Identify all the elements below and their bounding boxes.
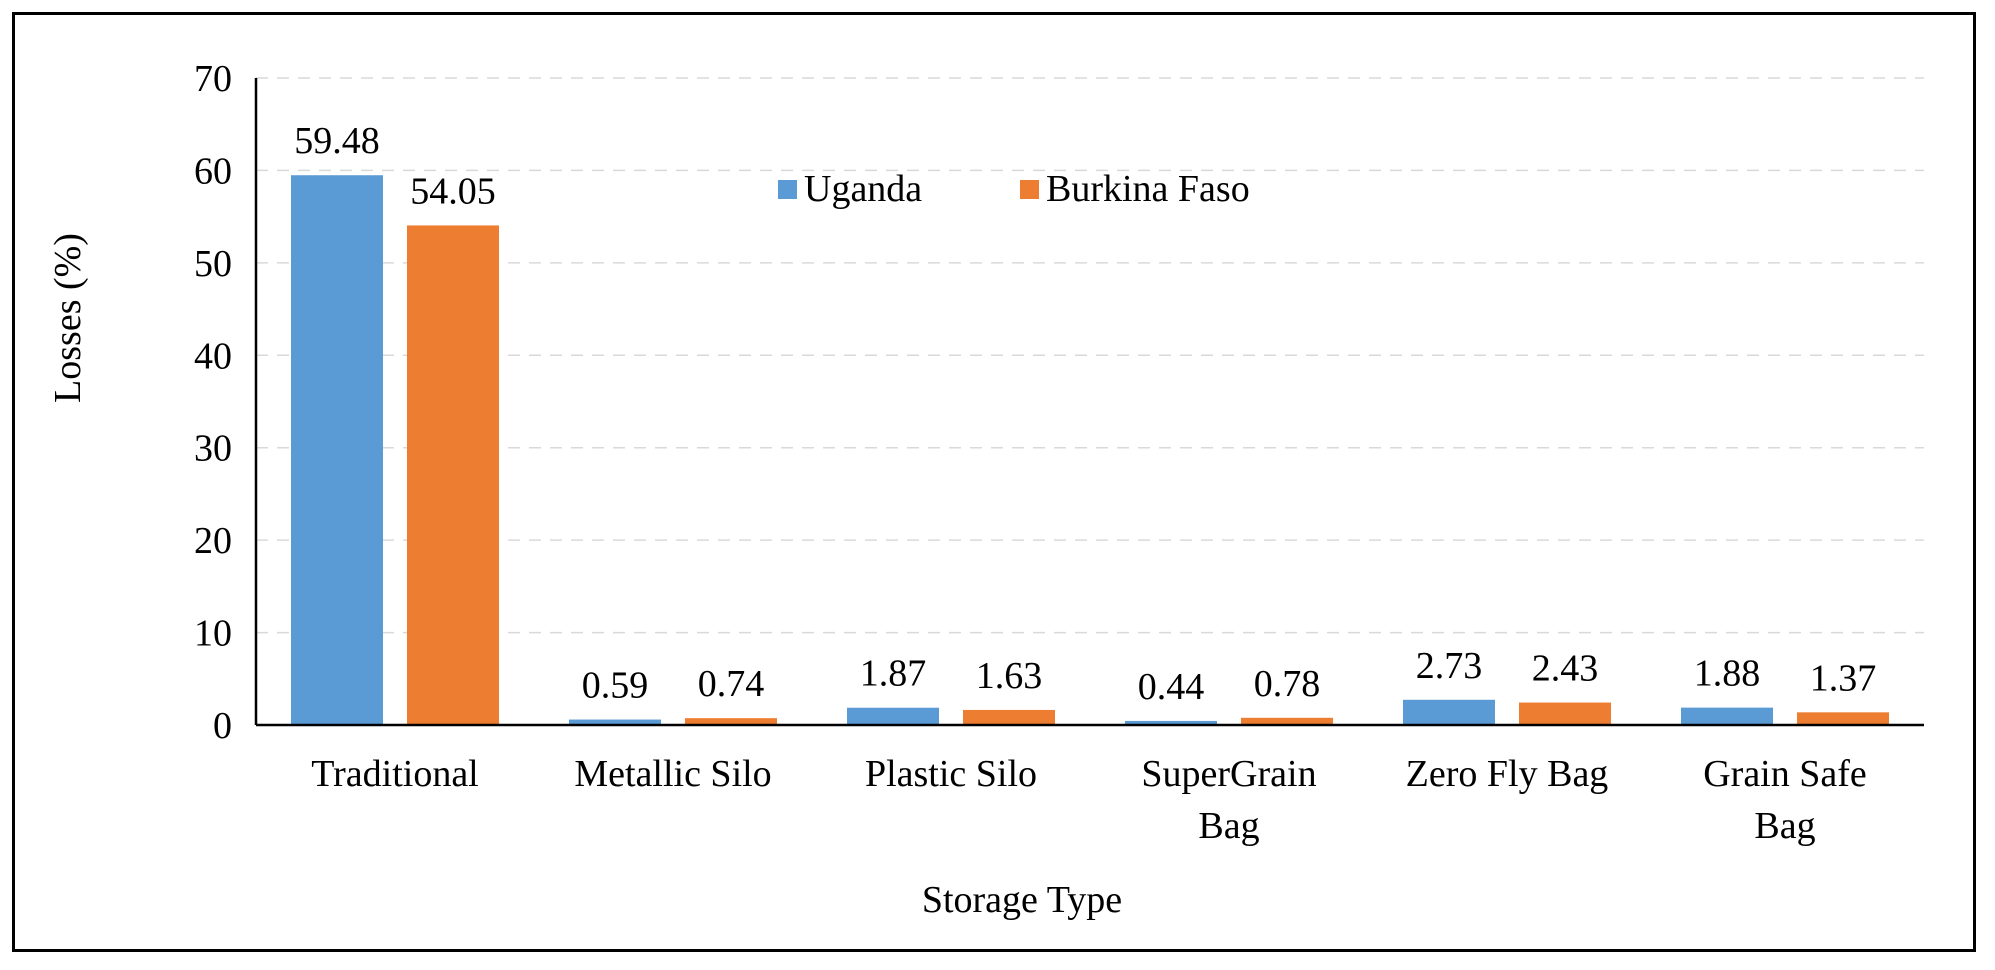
y-tick-label: 70 [194,58,232,100]
bar-burkina-faso-metallic-silo [685,718,777,725]
x-tick-labels: Traditional Metallic Silo Plastic Silo Supe… [311,753,1867,847]
legend: Uganda Burkina Faso [778,168,1250,210]
bar-burkina-faso-supergrain-bag [1241,717,1333,725]
y-tick-label: 50 [194,243,232,285]
bar-uganda-metallic-silo [569,719,661,725]
gridlines [256,77,1924,634]
bar-uganda-plastic-silo [847,707,939,725]
axes [254,78,1924,727]
legend-swatch-burkina-faso [1020,180,1039,199]
y-axis-title: Losses (%) [47,233,89,403]
data-label-uganda-zero-fly-bag: 2.73 [1416,645,1483,687]
bar-burkina-faso-grain-safe-bag [1797,712,1889,725]
x-tick-label: SuperGrain Bag [1141,753,1316,847]
y-tick-label: 60 [194,150,232,192]
bar-uganda-traditional [291,175,383,725]
x-axis-title: Storage Type [922,879,1122,921]
x-tick-label: Metallic Silo [574,753,771,795]
y-tick-label: 10 [194,613,232,655]
data-label-burkina-faso-plastic-silo: 1.63 [976,655,1043,697]
data-label-burkina-faso-metallic-silo: 0.74 [698,663,765,705]
legend-swatch-uganda [778,180,797,199]
bar-uganda-grain-safe-bag [1681,707,1773,725]
y-tick-label: 20 [194,520,232,562]
data-label-uganda-traditional: 59.48 [294,120,380,162]
bars [291,175,1889,725]
data-label-uganda-supergrain-bag: 0.44 [1138,666,1205,708]
data-label-burkina-faso-supergrain-bag: 0.78 [1254,663,1321,705]
data-labels: 59.48 54.05 0.59 0.74 1.87 1.63 0.44 0.78 2.73 2.… [294,120,1876,708]
y-tick-labels: 0 10 20 30 40 50 60 70 [194,58,232,747]
data-label-burkina-faso-traditional: 54.05 [410,170,496,212]
data-label-uganda-grain-safe-bag: 1.88 [1694,653,1761,695]
y-tick-label: 40 [194,335,232,377]
data-label-uganda-plastic-silo: 1.87 [860,653,927,695]
bar-burkina-faso-plastic-silo [963,709,1055,725]
bar-uganda-supergrain-bag [1125,720,1217,725]
bar-burkina-faso-zero-fly-bag [1519,702,1611,725]
x-tick-label: Zero Fly Bag [1406,753,1609,795]
bar-burkina-faso-traditional [407,225,499,725]
x-tick-label: Traditional [311,753,479,795]
x-tick-label: Plastic Silo [865,753,1037,795]
chart-frame [12,12,1976,952]
x-tick-label: Grain Safe Bag [1703,753,1867,847]
data-label-uganda-metallic-silo: 0.59 [582,665,649,707]
legend-label-uganda: Uganda [804,168,922,210]
data-label-burkina-faso-zero-fly-bag: 2.43 [1532,648,1599,690]
legend-label-burkina-faso: Burkina Faso [1046,168,1250,210]
bar-uganda-zero-fly-bag [1403,699,1495,725]
data-label-burkina-faso-grain-safe-bag: 1.37 [1810,657,1877,699]
y-tick-label: 30 [194,428,232,470]
y-tick-label: 0 [213,705,232,747]
